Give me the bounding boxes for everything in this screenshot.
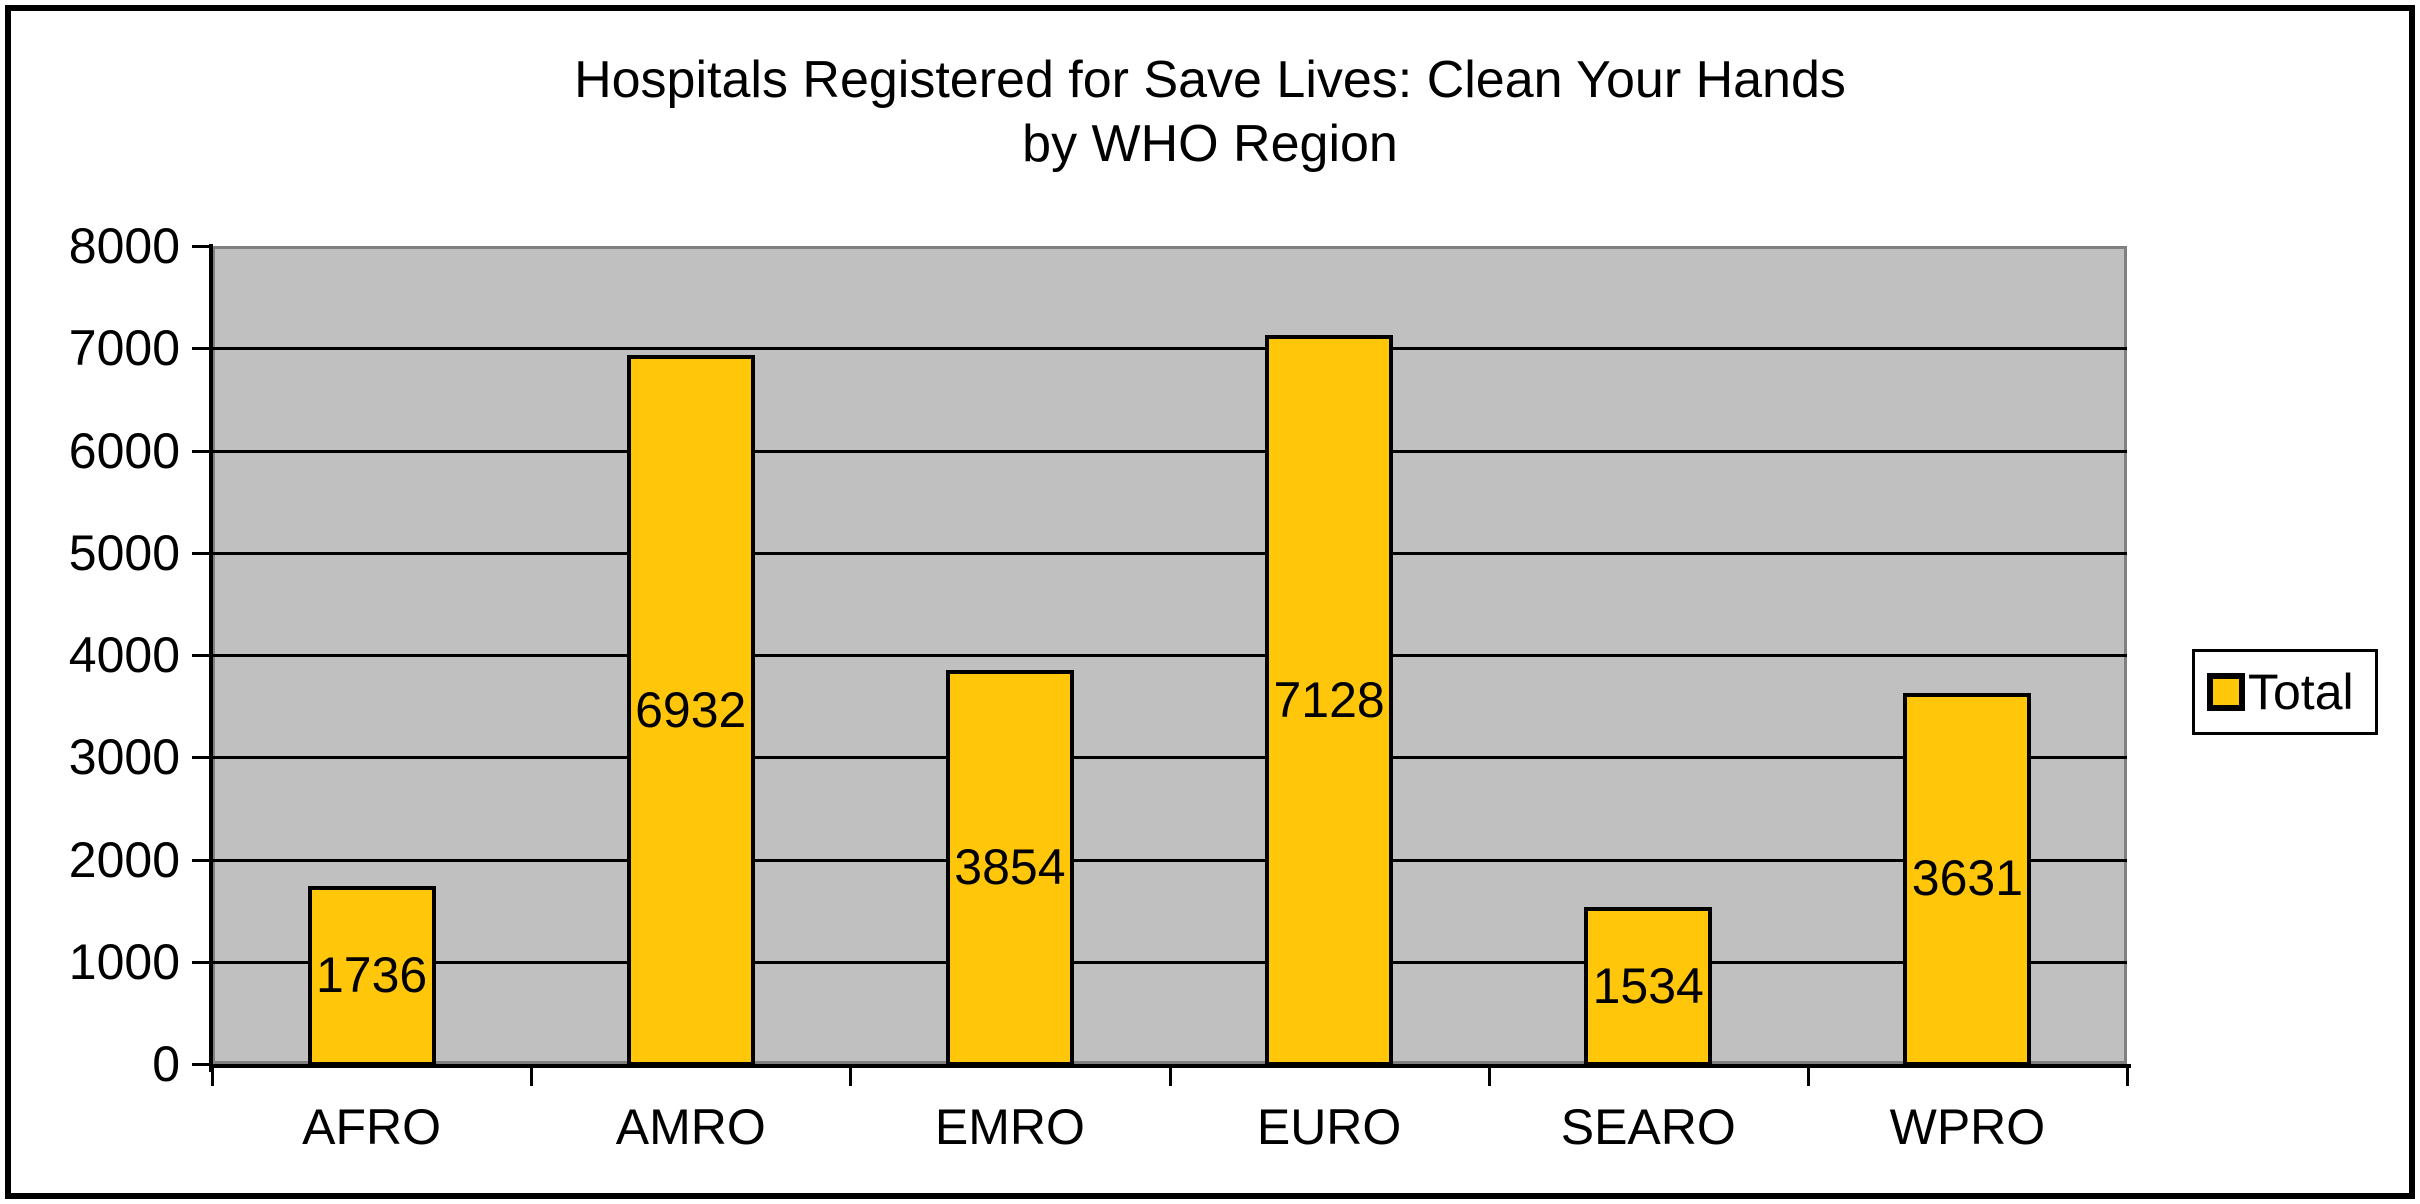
chart-title: Hospitals Registered for Save Lives: Cle… [0, 48, 2420, 176]
gridline [212, 960, 2127, 964]
bar [626, 355, 755, 1066]
figure-border [5, 5, 2415, 1199]
y-axis-tick-label: 3000 [68, 729, 180, 786]
bar-value-label: 3631 [1911, 850, 2024, 907]
bar [1903, 692, 2032, 1066]
bar-value-label: 3854 [954, 838, 1066, 895]
y-axis-tick-label: 6000 [68, 422, 180, 479]
x-category-label: EURO [1256, 1099, 1402, 1155]
y-axis-tick-label: 8000 [68, 218, 180, 274]
legend-series-swatch [2207, 673, 2245, 711]
gridline [212, 858, 2127, 862]
bar [1584, 907, 1713, 1066]
y-axis-line [209, 244, 213, 1072]
x-axis-tick [1168, 1064, 1172, 1086]
y-axis-tick [192, 1063, 210, 1066]
y-axis-tick-label: 2000 [68, 831, 180, 888]
chart-title-line2: by WHO Region [1022, 115, 1398, 173]
bar-value-label: 6932 [635, 681, 747, 738]
x-category-label: WPRO [1889, 1099, 2046, 1155]
x-axis-tick [1487, 1064, 1491, 1086]
y-axis-tick [192, 960, 210, 964]
y-axis-tick [192, 858, 210, 862]
x-category-label: AMRO [615, 1099, 766, 1155]
y-axis-tick-label: 0 [152, 1036, 180, 1092]
gridline [212, 756, 2127, 760]
y-axis-tick [192, 449, 210, 453]
y-axis-tick [192, 756, 210, 760]
bar-value-label: 7128 [1273, 671, 1385, 728]
legend: Total [2192, 649, 2378, 735]
x-axis-tick [211, 1064, 214, 1086]
y-axis-tick-label: 4000 [68, 627, 180, 683]
x-axis-tick [530, 1064, 534, 1086]
y-axis-tick [192, 654, 210, 657]
gridline [212, 551, 2127, 555]
y-axis-tick-label: 7000 [68, 320, 180, 377]
y-axis-tick [192, 551, 210, 555]
y-axis-tick-label: 1000 [68, 933, 180, 990]
y-axis-tick-label: 5000 [68, 524, 180, 581]
bar [945, 669, 1074, 1066]
bar-value-label: 1534 [1592, 957, 1704, 1014]
x-axis-tick [2126, 1064, 2129, 1086]
x-axis-tick [849, 1064, 853, 1086]
gridline [212, 347, 2127, 351]
bar-value-label: 1736 [315, 947, 428, 1004]
x-category-label: EMRO [934, 1099, 1085, 1155]
bar [1265, 335, 1394, 1066]
gridline [212, 654, 2127, 657]
x-category-label: AFRO [302, 1099, 442, 1155]
x-category-label: SEARO [1560, 1099, 1736, 1155]
gridline [212, 449, 2127, 453]
x-axis-tick [1806, 1064, 1810, 1086]
chart-title-line1: Hospitals Registered for Save Lives: Cle… [574, 51, 1846, 109]
legend-series-label: Total [2248, 664, 2354, 720]
y-axis-tick [192, 245, 210, 248]
bar [307, 886, 436, 1066]
y-axis-tick [192, 347, 210, 351]
